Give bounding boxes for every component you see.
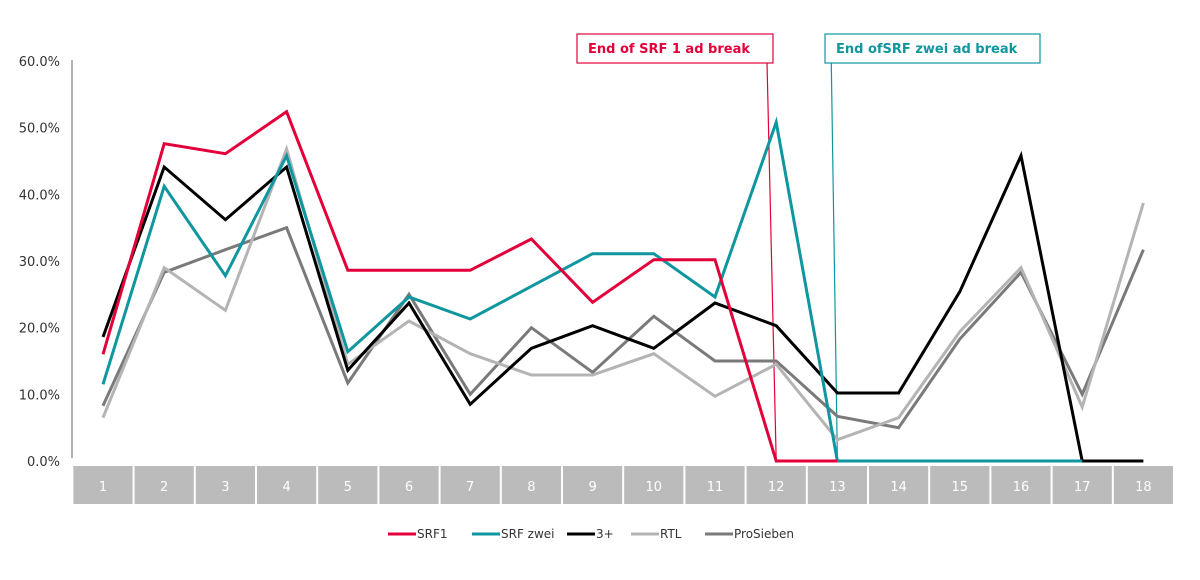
category-box bbox=[746, 466, 806, 504]
y-tick-label: 10.0% bbox=[19, 388, 60, 403]
annotation-line bbox=[830, 62, 838, 462]
series-line-srf1 bbox=[101, 109, 838, 463]
category-box bbox=[869, 466, 929, 504]
annotation-label: End of SRF 1 ad break bbox=[588, 42, 750, 57]
category-box bbox=[195, 466, 255, 504]
category-box bbox=[930, 466, 990, 504]
x-tick-label: 1 bbox=[99, 480, 107, 495]
y-tick-label: 50.0% bbox=[19, 122, 60, 137]
x-tick-label: 15 bbox=[952, 480, 969, 495]
legend-label: SRF1 bbox=[417, 527, 448, 541]
category-box bbox=[440, 466, 500, 504]
x-tick-label: 5 bbox=[344, 480, 352, 495]
category-box bbox=[624, 466, 684, 504]
category-box bbox=[134, 466, 194, 504]
x-tick-label: 12 bbox=[768, 480, 785, 495]
x-tick-label: 4 bbox=[282, 480, 290, 495]
category-box bbox=[379, 466, 439, 504]
y-tick-label: 40.0% bbox=[19, 188, 60, 203]
legend-item: SRF1 bbox=[388, 527, 448, 541]
annotation: End of SRF 1 ad break bbox=[576, 33, 777, 462]
x-tick-label: 8 bbox=[527, 480, 535, 495]
category-box bbox=[318, 466, 378, 504]
category-box bbox=[685, 466, 745, 504]
x-tick-label: 16 bbox=[1013, 480, 1030, 495]
x-tick-label: 11 bbox=[707, 480, 724, 495]
y-tick-label: 60.0% bbox=[19, 55, 60, 70]
y-tick-label: 20.0% bbox=[19, 322, 60, 337]
annotation-box bbox=[576, 33, 774, 64]
legend: SRF1 SRF zwei 3+ RTL ProSieben bbox=[388, 527, 794, 541]
annotation-box bbox=[824, 33, 1041, 64]
category-box bbox=[257, 466, 317, 504]
y-tick-label: 0.0% bbox=[27, 455, 60, 470]
category-box bbox=[807, 466, 867, 504]
legend-item: SRF zwei bbox=[472, 527, 555, 541]
annotation-line bbox=[766, 62, 777, 462]
series-lines bbox=[101, 109, 1145, 463]
category-box bbox=[563, 466, 623, 504]
category-box bbox=[501, 466, 561, 504]
x-tick-label: 2 bbox=[160, 480, 168, 495]
x-tick-label: 7 bbox=[466, 480, 474, 495]
x-tick-label: 9 bbox=[588, 480, 596, 495]
annotation: End ofSRF zwei ad break bbox=[824, 33, 1041, 462]
x-tick-label: 18 bbox=[1135, 480, 1152, 495]
x-tick-label: 13 bbox=[829, 480, 846, 495]
category-box bbox=[1113, 466, 1173, 504]
legend-label: ProSieben bbox=[734, 527, 794, 541]
x-tick-label: 3 bbox=[221, 480, 229, 495]
legend-item: ProSieben bbox=[705, 527, 794, 541]
legend-label: 3+ bbox=[596, 527, 614, 541]
y-tick-label: 30.0% bbox=[19, 255, 60, 270]
x-tick-label: 17 bbox=[1074, 480, 1091, 495]
series-line-srf-zwei bbox=[101, 116, 1083, 463]
annotations: End of SRF 1 ad break End ofSRF zwei ad b… bbox=[576, 33, 1041, 462]
x-axis-category-boxes: 1 2 3 4 5 6 7 8 9 10 11 12 13 14 15 16 17 18 bbox=[73, 466, 1173, 504]
x-tick-label: 10 bbox=[646, 480, 663, 495]
category-box bbox=[73, 466, 133, 504]
legend-item: RTL bbox=[631, 527, 682, 541]
category-box bbox=[1052, 466, 1112, 504]
category-box bbox=[991, 466, 1051, 504]
legend-item: 3+ bbox=[567, 527, 614, 541]
annotation-label: End ofSRF zwei ad break bbox=[836, 42, 1018, 57]
x-tick-label: 6 bbox=[405, 480, 413, 495]
legend-label: SRF zwei bbox=[501, 527, 555, 541]
x-tick-label: 14 bbox=[890, 480, 907, 495]
legend-label: RTL bbox=[660, 527, 682, 541]
y-axis-ticks: 0.0% 10.0% 20.0% 30.0% 40.0% 50.0% 60.0% bbox=[19, 55, 60, 470]
series-line-prosieben bbox=[101, 225, 1145, 430]
